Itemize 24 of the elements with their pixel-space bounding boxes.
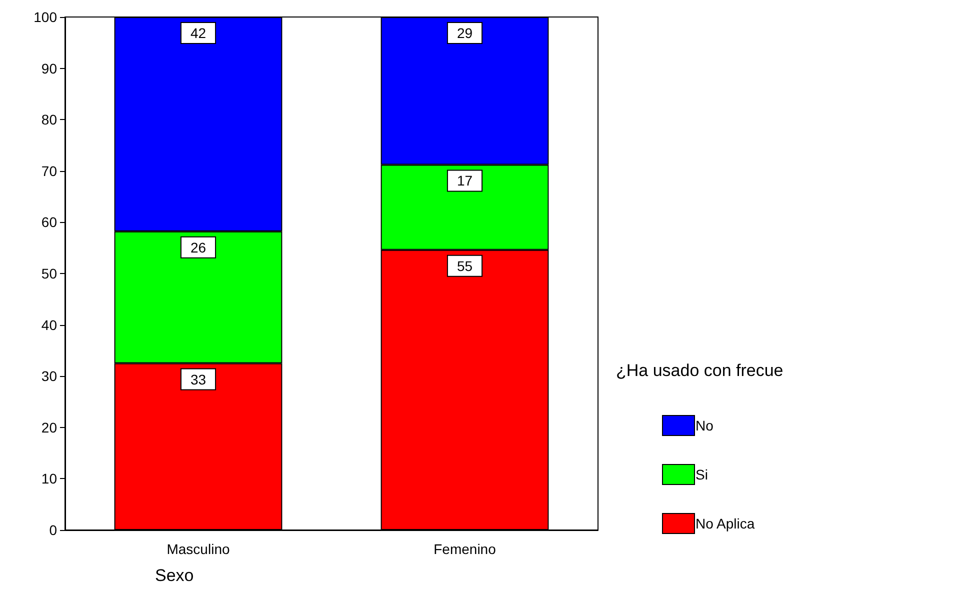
x-axis-title: Sexo xyxy=(155,566,194,585)
legend-label: No xyxy=(696,418,714,434)
x-tick-label: Femenino xyxy=(434,541,496,557)
x-tick-label: Masculino xyxy=(166,541,230,557)
data-label: 42 xyxy=(190,25,206,41)
data-label: 17 xyxy=(456,172,473,189)
legend-title: ¿Ha usado con frecue xyxy=(616,361,784,380)
legend-label: No Aplica xyxy=(696,516,755,532)
y-tick-label: 40 xyxy=(41,316,58,333)
y-tick-label: 60 xyxy=(41,214,58,230)
y-tick-label: 80 xyxy=(41,112,58,128)
legend-label: Si xyxy=(696,466,708,482)
y-tick-label: 50 xyxy=(41,266,58,282)
y-tick-label: 70 xyxy=(41,162,58,179)
y-tick-label: 0 xyxy=(49,522,58,538)
y-tick-label: 90 xyxy=(41,60,58,76)
y-tick-label: 100 xyxy=(34,9,58,25)
data-label: 33 xyxy=(190,371,206,388)
data-label: 29 xyxy=(456,25,473,41)
y-tick-label: 10 xyxy=(41,470,58,487)
data-label: 55 xyxy=(456,258,473,274)
data-label: 26 xyxy=(190,239,206,256)
y-tick-label: 20 xyxy=(41,419,58,436)
y-tick-label: 30 xyxy=(41,368,58,384)
